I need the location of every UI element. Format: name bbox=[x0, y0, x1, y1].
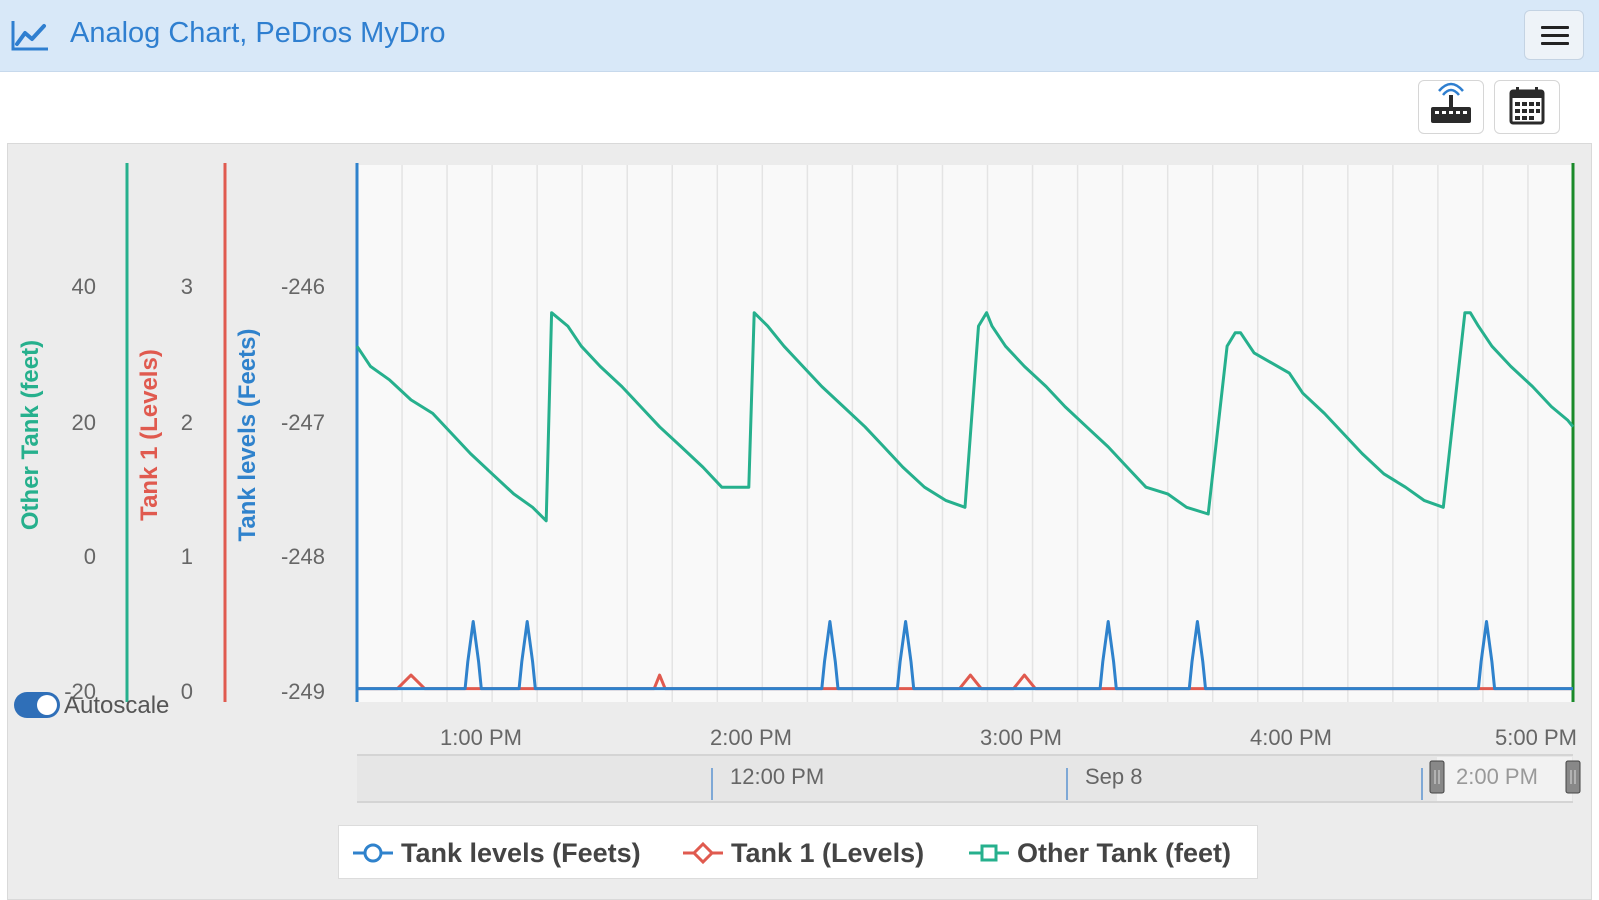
y-tick-other-tank: 20 bbox=[72, 410, 96, 435]
time-navigator[interactable]: 12:00 PM Sep 8 2:00 PM bbox=[357, 754, 1581, 803]
line-chart-icon bbox=[11, 21, 48, 51]
series-line-other-tank[interactable] bbox=[355, 311, 1575, 523]
y-tick-tank1: 1 bbox=[181, 544, 193, 569]
y-tick-other-tank: -20 bbox=[64, 679, 96, 704]
navigator-label: 12:00 PM bbox=[730, 764, 824, 789]
header-bar: Analog Chart, PeDros MyDro bbox=[0, 0, 1599, 72]
legend-circle-marker-icon bbox=[353, 843, 393, 863]
autoscale-label: Autoscale bbox=[64, 692, 170, 719]
y-tick-tank-levels: -247 bbox=[281, 410, 325, 435]
calendar-icon bbox=[1509, 87, 1545, 125]
y-tick-other-tank: 40 bbox=[72, 274, 96, 299]
navigator-label: 2:00 PM bbox=[1456, 764, 1538, 789]
y-tick-tank-levels: -248 bbox=[281, 544, 325, 569]
y-tick-tank1: 3 bbox=[181, 274, 193, 299]
legend-diamond-marker-icon bbox=[683, 841, 723, 865]
plot-area[interactable] bbox=[357, 165, 1573, 702]
x-tick-label: 5:00 PM bbox=[1495, 725, 1577, 750]
x-tick-label: 4:00 PM bbox=[1250, 725, 1332, 750]
y-tick-tank1: 2 bbox=[181, 410, 193, 435]
axis-title-other-tank: Other Tank (feet) bbox=[17, 340, 44, 530]
y-tick-tank-levels: -246 bbox=[281, 274, 325, 299]
x-tick-label: 3:00 PM bbox=[980, 725, 1062, 750]
legend-square-marker-icon bbox=[969, 844, 1009, 862]
autoscale-toggle[interactable] bbox=[14, 692, 60, 718]
page-title: Analog Chart, PeDros MyDro bbox=[70, 17, 446, 49]
device-select-button[interactable] bbox=[1418, 80, 1484, 134]
legend-label: Tank levels (Feets) bbox=[401, 838, 641, 868]
y-tick-tank-levels: -249 bbox=[281, 679, 325, 704]
x-tick-label: 1:00 PM bbox=[440, 725, 522, 750]
hamburger-menu-icon bbox=[1541, 26, 1569, 29]
legend-label: Tank 1 (Levels) bbox=[731, 838, 925, 868]
y-tick-tank1: 0 bbox=[181, 679, 193, 704]
navigator-handle-left[interactable] bbox=[1429, 760, 1445, 794]
navigator-selection[interactable] bbox=[1437, 757, 1572, 801]
vertical-grid bbox=[401, 165, 1574, 702]
axis-title-tank1: Tank 1 (Levels) bbox=[136, 349, 163, 521]
series-line-tank-levels[interactable] bbox=[357, 620, 1573, 691]
device-signal-icon bbox=[1431, 82, 1471, 123]
x-tick-label: 2:00 PM bbox=[710, 725, 792, 750]
date-range-button[interactable] bbox=[1494, 80, 1560, 134]
hamburger-menu-button[interactable] bbox=[1524, 10, 1584, 60]
chart-legend: Tank levels (Feets) Tank 1 (Levels) Othe… bbox=[338, 825, 1258, 879]
axis-title-tank-levels: Tank levels (Feets) bbox=[234, 329, 261, 542]
legend-label: Other Tank (feet) bbox=[1017, 838, 1232, 868]
y-tick-other-tank: 0 bbox=[84, 544, 96, 569]
navigator-label: Sep 8 bbox=[1085, 764, 1143, 789]
navigator-handle-right[interactable] bbox=[1565, 760, 1581, 794]
